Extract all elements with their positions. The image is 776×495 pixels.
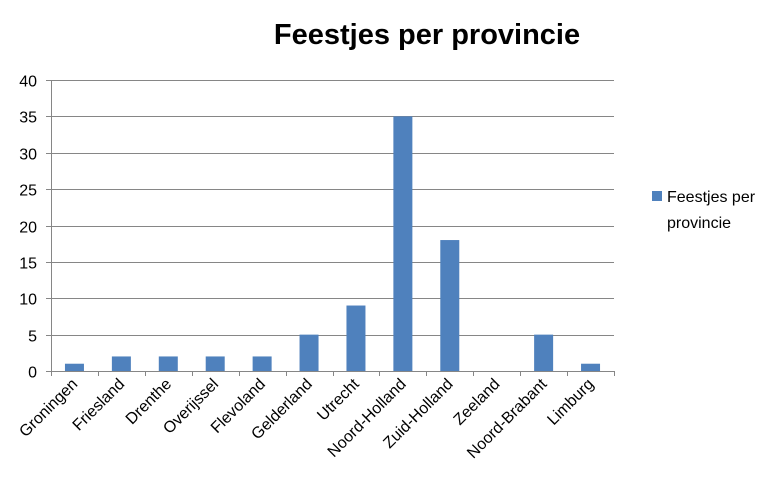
- bar: [252, 356, 272, 371]
- x-category-label: Friesland: [70, 376, 129, 435]
- bar: [205, 356, 225, 371]
- axes: [51, 80, 615, 376]
- y-tick-label: 10: [19, 292, 37, 309]
- chart-title: Feestjes per provincie: [274, 19, 580, 51]
- y-tick-label: 35: [19, 110, 37, 127]
- y-tick-label: 20: [19, 220, 37, 237]
- x-category-label: Groningen: [16, 376, 81, 441]
- bar: [346, 305, 366, 371]
- legend-label-line: provincie: [667, 215, 731, 232]
- gridlines: [46, 80, 614, 372]
- bar: [64, 363, 84, 371]
- legend: Feestjes per provincie: [652, 189, 760, 232]
- y-tick-labels: 0 5 10 15 20 25 30 35 40: [19, 74, 37, 382]
- y-tick-label: 15: [19, 256, 37, 273]
- y-tick-label: 25: [19, 183, 37, 200]
- bar: [111, 356, 131, 371]
- legend-label: Feestjes per provincie: [667, 189, 760, 232]
- y-tick-label: 5: [28, 329, 37, 346]
- legend-swatch: [652, 191, 662, 201]
- legend-label-line: Feestjes per: [667, 189, 756, 206]
- y-tick-label: 30: [19, 147, 37, 164]
- x-category-label: Limburg: [544, 376, 597, 429]
- bar: [581, 363, 601, 371]
- bar: [534, 334, 554, 371]
- bar: [393, 116, 413, 371]
- bar: [299, 334, 319, 371]
- bar: [440, 240, 460, 371]
- bar: [158, 356, 178, 371]
- y-tick-label: 40: [19, 74, 37, 91]
- x-category-labels: GroningenFrieslandDrentheOverijsselFlevo…: [16, 375, 597, 462]
- x-category-label: Noord-Brabant: [464, 375, 551, 462]
- y-tick-label: 0: [28, 365, 37, 382]
- bars: [64, 116, 601, 371]
